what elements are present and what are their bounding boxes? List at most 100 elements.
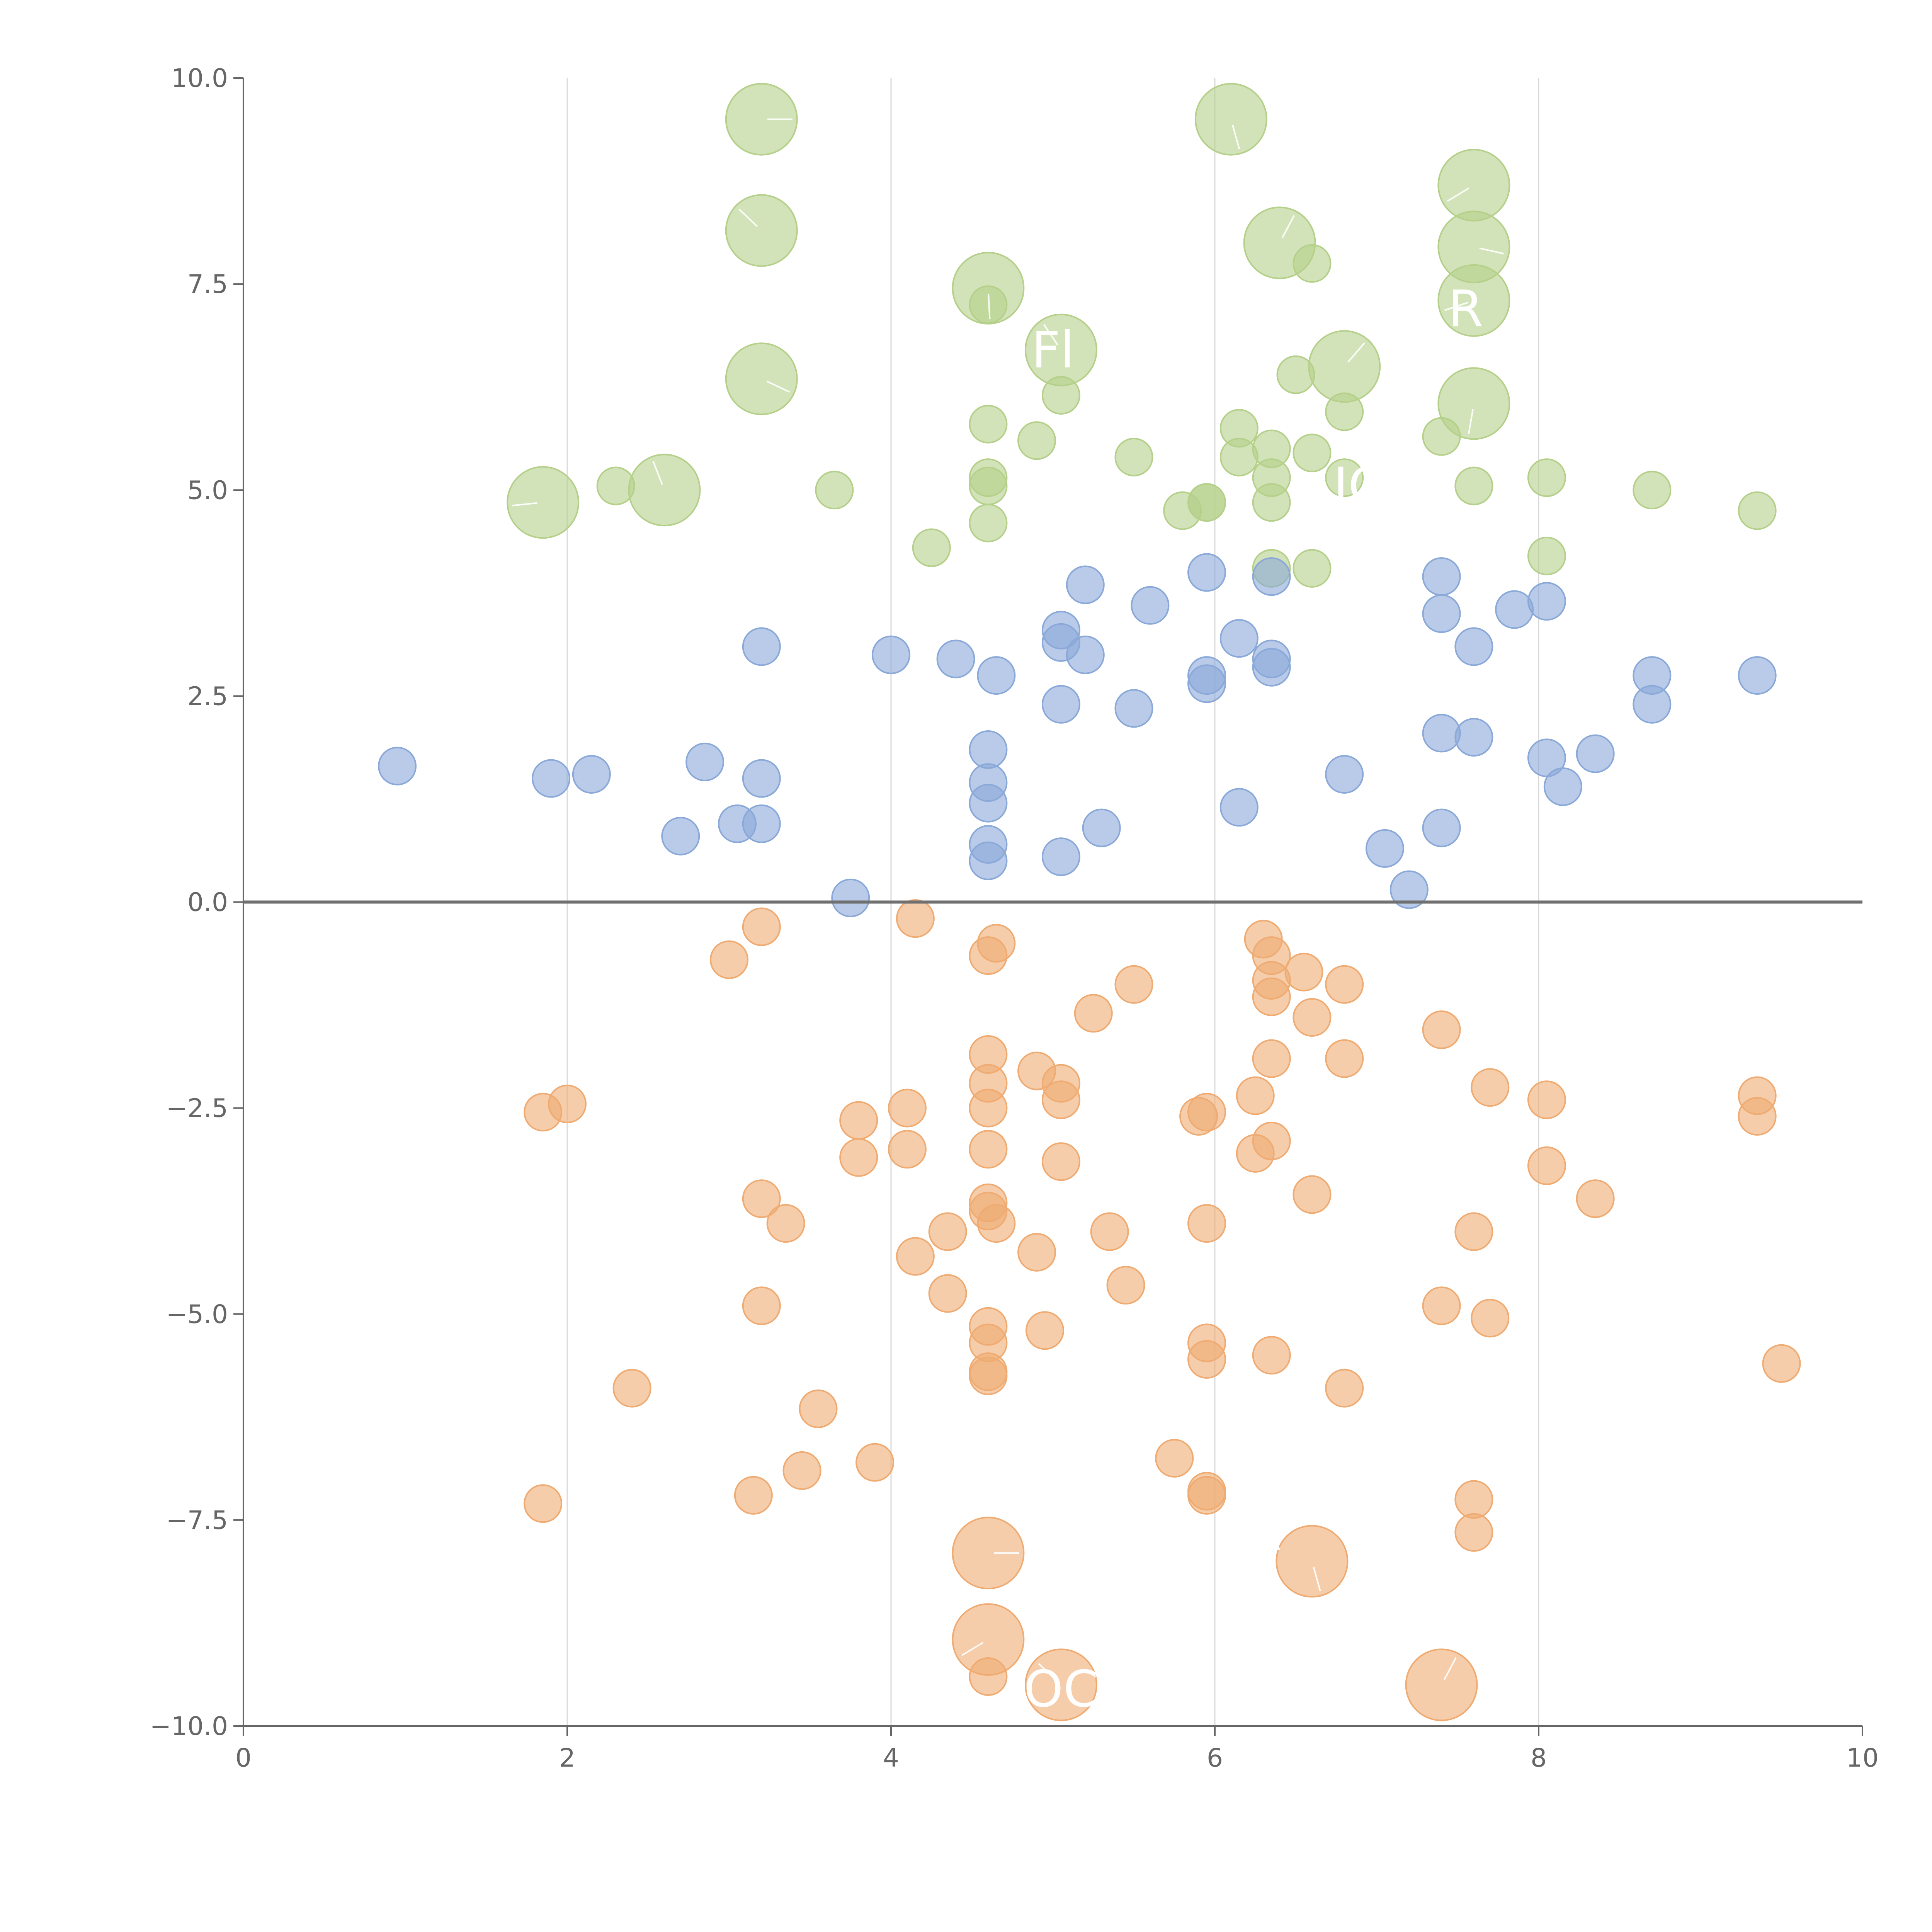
bubble-orange xyxy=(710,940,748,979)
bubble-green xyxy=(969,503,1008,543)
bubble-blue xyxy=(1527,582,1566,621)
bubble-orange xyxy=(1454,1212,1493,1251)
bubble-green xyxy=(725,194,798,267)
point-annotation: A xyxy=(1246,1503,1281,1562)
bubble-blue xyxy=(1066,635,1105,674)
bubble-orange xyxy=(1114,965,1153,1004)
bubble-orange xyxy=(969,1356,1008,1395)
bubble-blue xyxy=(1422,808,1461,847)
bubble-green xyxy=(1437,264,1510,337)
bubble-blue xyxy=(1187,664,1226,703)
bubble-blue xyxy=(1422,594,1461,633)
bubble-orange xyxy=(799,1389,838,1428)
bubble-blue xyxy=(831,878,870,917)
y-tick-label: −5.0 xyxy=(166,1299,228,1329)
bubble-orange xyxy=(896,1237,935,1276)
bubble-blue xyxy=(742,804,781,843)
leader-line xyxy=(1043,324,1059,346)
bubble-orange xyxy=(1276,1525,1349,1598)
bubble-orange xyxy=(524,1484,563,1523)
bubble-blue xyxy=(685,742,724,781)
bubble-orange xyxy=(1017,1233,1056,1272)
bubble-blue xyxy=(1495,590,1534,629)
point-annotation: R xyxy=(1448,279,1483,338)
bubble-green xyxy=(725,342,798,415)
point-annotation: Fl xyxy=(1032,321,1075,379)
point-annotation: OC xyxy=(1024,1660,1098,1718)
bubble-blue xyxy=(572,755,611,794)
bubble-orange xyxy=(1293,1175,1332,1214)
leader-line xyxy=(738,209,758,227)
leader-line xyxy=(1281,215,1295,238)
bubble-orange xyxy=(1471,1068,1510,1107)
bubble-orange xyxy=(855,1443,895,1482)
bubble-blue xyxy=(1454,718,1493,757)
bubble-orange xyxy=(766,1204,805,1243)
bubble-green xyxy=(1194,83,1267,156)
bubble-blue xyxy=(1738,656,1777,695)
bubble-orange xyxy=(1454,1513,1493,1552)
bubble-blue xyxy=(1252,648,1291,687)
bubble-orange xyxy=(1527,1146,1566,1185)
bubble-layer xyxy=(378,83,1801,1721)
leader-line xyxy=(1313,1566,1321,1592)
y-tick-label: 7.5 xyxy=(187,269,228,299)
bubble-green xyxy=(1308,330,1381,403)
bubble-green xyxy=(912,528,951,567)
bubble-green xyxy=(1422,417,1461,456)
bubble-orange xyxy=(1252,977,1291,1016)
y-tick-label: −7.5 xyxy=(166,1505,228,1535)
bubble-blue xyxy=(1325,755,1364,794)
bubble-blue xyxy=(532,759,571,798)
leader-line xyxy=(1038,1663,1058,1682)
x-tick-label: 8 xyxy=(1531,1743,1547,1773)
bubble-blue xyxy=(969,841,1008,880)
bubble-orange xyxy=(1236,1134,1275,1173)
bubble-orange xyxy=(1187,1204,1226,1243)
bubble-green xyxy=(1633,471,1672,510)
bubble-orange xyxy=(1074,994,1113,1033)
bubble-blue xyxy=(1543,767,1582,806)
bubble-green xyxy=(969,466,1008,505)
bubble-green xyxy=(1437,149,1510,222)
point-annotation: IO xyxy=(1333,457,1388,515)
bubble-orange xyxy=(1252,1039,1291,1078)
bubble-orange xyxy=(1738,1097,1777,1136)
bubble-blue xyxy=(969,784,1008,823)
bubble-green xyxy=(1041,376,1080,415)
x-tick-label: 6 xyxy=(1207,1743,1223,1773)
leader-line xyxy=(1468,409,1474,434)
bubble-orange xyxy=(742,1286,781,1325)
bubble-green xyxy=(725,83,798,156)
bubble-blue xyxy=(969,730,1008,769)
bubble-green xyxy=(1219,437,1259,476)
bubble-orange xyxy=(1527,1080,1566,1119)
bubble-orange xyxy=(1155,1439,1194,1478)
bubble-green xyxy=(969,405,1008,444)
bubble-orange xyxy=(888,1088,927,1128)
bubble-orange xyxy=(952,1603,1025,1676)
bubble-orange xyxy=(977,1204,1016,1243)
leader-line xyxy=(1347,342,1365,363)
leader-line xyxy=(652,461,663,485)
bubble-orange xyxy=(928,1212,967,1251)
bubble-green xyxy=(628,454,701,527)
bubble-orange xyxy=(1041,1142,1080,1181)
bubble-orange xyxy=(1576,1179,1615,1218)
bubble-green xyxy=(1163,491,1202,530)
bubble-green xyxy=(1738,491,1777,530)
bubble-orange xyxy=(524,1093,563,1132)
bubble-orange xyxy=(1026,1311,1065,1350)
leader-line xyxy=(1479,247,1504,255)
bubble-orange xyxy=(1454,1480,1493,1519)
bubble-orange xyxy=(1325,965,1364,1004)
bubble-blue xyxy=(1041,685,1080,724)
bubble-green xyxy=(507,466,580,539)
bubble-green xyxy=(1017,421,1056,460)
bubble-orange xyxy=(1187,1340,1226,1379)
leader-line xyxy=(766,380,790,393)
bubble-orange xyxy=(969,1088,1008,1128)
bubble-blue xyxy=(742,759,781,798)
bubble-orange xyxy=(1179,1097,1218,1136)
